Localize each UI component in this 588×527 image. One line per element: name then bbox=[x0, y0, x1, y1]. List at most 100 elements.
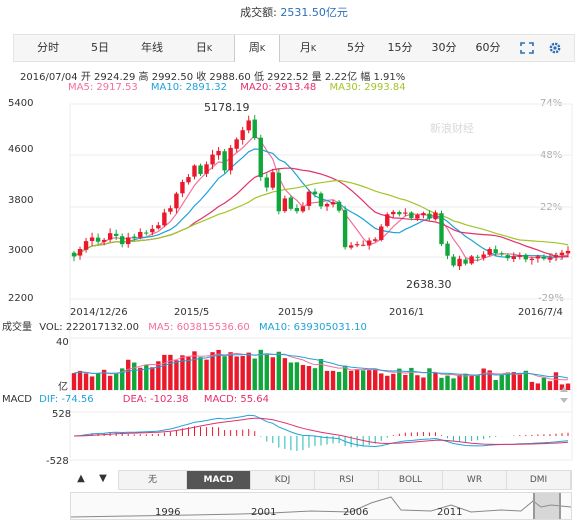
indicator-tab-kdj[interactable]: KDJ bbox=[251, 471, 315, 489]
candle-body bbox=[487, 249, 492, 255]
tab-30min[interactable]: 30分 bbox=[431, 41, 457, 54]
tab-5day[interactable]: 5日 bbox=[91, 41, 109, 54]
candle-body bbox=[463, 259, 468, 264]
candle-body bbox=[403, 212, 408, 214]
turnover-value: 2531.50亿元 bbox=[280, 6, 348, 19]
volume-bar bbox=[312, 368, 318, 390]
tab-15min[interactable]: 15分 bbox=[387, 41, 413, 54]
candle-body bbox=[234, 139, 239, 149]
volume-bar bbox=[276, 351, 282, 390]
tab-weekly-k[interactable]: 周K bbox=[234, 35, 280, 62]
vol-zoom-up-icon[interactable] bbox=[560, 387, 568, 392]
tab-60min[interactable]: 60分 bbox=[475, 41, 501, 54]
indicator-tab-macd[interactable]: MACD bbox=[187, 471, 251, 489]
volume-bar bbox=[282, 358, 288, 390]
candle-body bbox=[318, 193, 324, 207]
ma30-line bbox=[73, 179, 569, 257]
ma20-legend: MA20: 2913.48 bbox=[240, 82, 317, 93]
candle-body bbox=[342, 210, 348, 248]
candle-body bbox=[348, 245, 354, 248]
volume-bar bbox=[330, 370, 336, 390]
vol-value: VOL: 222017132.00 bbox=[39, 322, 140, 333]
tab-daily-k[interactable]: 日K bbox=[195, 41, 213, 54]
volume-bar bbox=[144, 365, 149, 390]
volume-bar bbox=[132, 362, 137, 390]
tab-intraday[interactable]: 分时 bbox=[37, 41, 59, 54]
candle-body bbox=[523, 254, 529, 260]
tab-monthly-k[interactable]: 月K bbox=[299, 41, 317, 54]
candle-body bbox=[475, 256, 480, 258]
candle-body bbox=[360, 244, 366, 246]
candle-body bbox=[517, 255, 523, 257]
candle-body bbox=[252, 119, 257, 139]
indicator-tab-none[interactable]: 无 bbox=[119, 471, 187, 489]
navigator-range-handle[interactable] bbox=[533, 493, 561, 519]
price-tick-5400: 5400 bbox=[8, 98, 34, 109]
tab-yearly[interactable]: 年线 bbox=[141, 41, 163, 54]
vol-ma10: MA10: 639305031.10 bbox=[258, 322, 367, 333]
macd-dif: DIF: -74.56 bbox=[39, 394, 94, 405]
indicator-tab-boll[interactable]: BOLL bbox=[379, 471, 443, 489]
vol-legend-prefix: 成交量 bbox=[2, 322, 32, 333]
volume-bar bbox=[324, 370, 330, 390]
volume-bar bbox=[71, 373, 77, 390]
vol-ma5-line bbox=[73, 352, 568, 381]
volume-bar bbox=[246, 352, 251, 390]
volume-bar bbox=[469, 375, 474, 390]
candle-body bbox=[373, 239, 378, 241]
candle-body bbox=[150, 228, 155, 233]
volume-bar bbox=[493, 379, 498, 390]
macd-lines bbox=[73, 414, 569, 448]
vol-zoom-down-icon[interactable] bbox=[560, 398, 568, 403]
volume-bar bbox=[463, 373, 468, 390]
volume-bar bbox=[264, 354, 269, 390]
candle-body bbox=[493, 249, 498, 254]
ma20-line bbox=[73, 167, 569, 258]
candle-body bbox=[385, 214, 390, 226]
tab-5min[interactable]: 5分 bbox=[347, 41, 365, 54]
candle-body bbox=[559, 252, 565, 256]
volume-bar bbox=[511, 372, 516, 390]
volume-bar bbox=[547, 381, 553, 390]
gear-icon[interactable] bbox=[548, 41, 562, 55]
macd-legend: MACD DIF: -74.56 DEA: -102.38 MACD: 55.6… bbox=[2, 394, 269, 405]
volume-bar bbox=[336, 371, 342, 390]
time-navigator[interactable]: 1996 2001 2006 2011 bbox=[70, 492, 572, 520]
volume-bar bbox=[95, 372, 101, 390]
candle-body bbox=[132, 236, 137, 239]
candle-body bbox=[282, 198, 288, 212]
candle-body bbox=[192, 165, 197, 177]
volume-bar bbox=[421, 377, 426, 390]
candle-body bbox=[553, 255, 559, 258]
candle-body bbox=[469, 256, 474, 264]
candle-body bbox=[541, 256, 547, 259]
volume-bar bbox=[113, 372, 119, 390]
ma-legend: MA5: 2917.53 MA10: 2891.32 MA20: 2913.48… bbox=[68, 82, 416, 93]
x-label-4: 2016/7/4 bbox=[518, 307, 563, 318]
volume-bar bbox=[379, 373, 384, 390]
volume-bar bbox=[107, 375, 113, 390]
macd-frame bbox=[70, 411, 572, 461]
volume-bar bbox=[415, 375, 420, 390]
volume-bar bbox=[306, 366, 312, 390]
scroll-down-button[interactable]: ▼ bbox=[99, 473, 107, 484]
candle-body bbox=[451, 256, 456, 266]
candle-body bbox=[415, 214, 420, 219]
candle-body bbox=[294, 208, 300, 212]
indicator-tab-wr[interactable]: WR bbox=[443, 471, 507, 489]
candle-body bbox=[138, 231, 143, 238]
volume-bar bbox=[234, 356, 239, 390]
indicator-tab-dmi[interactable]: DMI bbox=[507, 471, 571, 489]
turnover-info: 成交额: 2531.50亿元 bbox=[0, 4, 588, 20]
candle-body bbox=[421, 213, 426, 216]
candle-body bbox=[228, 147, 233, 171]
volume-bar bbox=[366, 370, 372, 390]
volume-bar bbox=[318, 359, 324, 390]
volume-bar bbox=[77, 370, 83, 390]
fullscreen-icon[interactable] bbox=[520, 42, 534, 54]
indicator-tab-rsi[interactable]: RSI bbox=[315, 471, 379, 489]
scroll-up-button[interactable]: ▲ bbox=[77, 473, 85, 484]
candle-body bbox=[270, 172, 276, 188]
candle-body bbox=[107, 233, 113, 240]
